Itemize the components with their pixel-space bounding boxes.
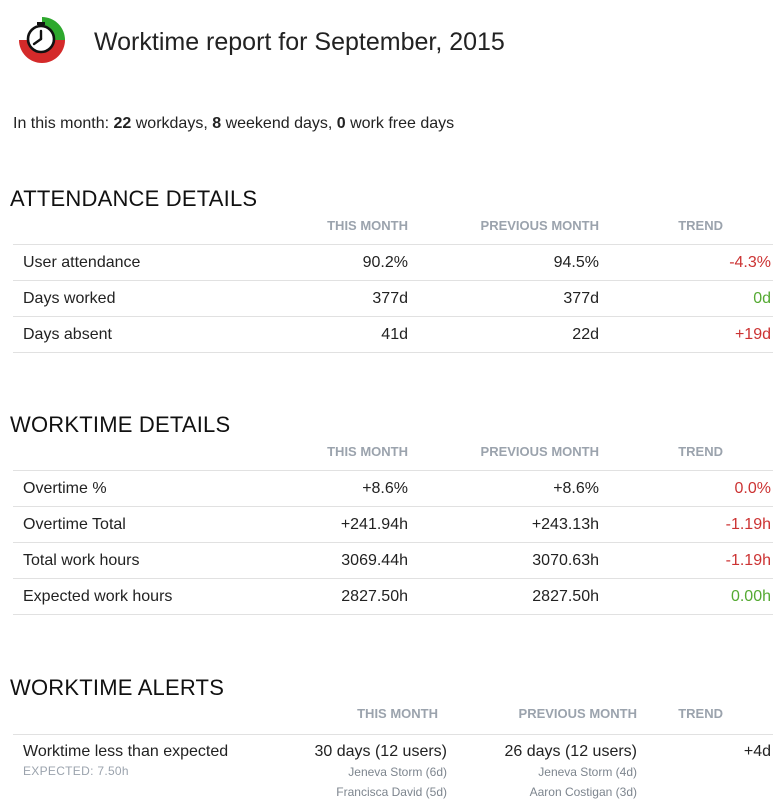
this-month-value: 41d [273,317,435,353]
trend-value: 0.0% [637,471,773,507]
trend-value: -1.19h [637,507,773,543]
workdays-count: 22 [114,115,132,132]
weekend-label: weekend days, [221,115,337,132]
col-trend: TREND [637,444,773,471]
row-label: User attendance [13,245,273,281]
table-row: Overtime %+8.6%+8.6%0.0% [13,471,773,507]
trend-value: +4d [637,735,773,761]
alert-expected: EXPECTED: 7.50h [13,764,283,778]
previous-month-value: 22d [435,317,637,353]
workdays-label: workdays, [131,115,212,132]
trend-value: -1.19h [637,543,773,579]
user-entry: Jeneva Storm (4d) [467,765,637,779]
previous-month-value: +243.13h [435,507,637,543]
row-label: Overtime Total [13,507,273,543]
clock-logo-icon [16,14,68,66]
month-summary: In this month: 22 workdays, 8 weekend da… [13,115,454,133]
col-trend: TREND [637,706,773,735]
alerts-section-title: WORKTIME ALERTS [10,675,224,701]
worktime-table: THIS MONTH PREVIOUS MONTH TREND Overtime… [13,444,773,615]
previous-month-value: 3070.63h [435,543,637,579]
col-trend: TREND [637,218,773,245]
trend-value: -4.3% [637,245,773,281]
user-entry: Jeneva Storm (6d) [283,765,447,779]
page-title: Worktime report for September, 2015 [94,28,505,57]
previous-month-value: 377d [435,281,637,317]
col-previous-month: PREVIOUS MONTH [435,444,637,471]
col-this-month: THIS MONTH [283,706,467,735]
attendance-table: THIS MONTH PREVIOUS MONTH TREND User att… [13,218,773,353]
row-label: Total work hours [13,543,273,579]
weekend-count: 8 [212,115,221,132]
worktime-section-title: WORKTIME DETAILS [10,412,230,438]
previous-month-value: +8.6% [435,471,637,507]
summary-prefix: In this month: [13,115,114,132]
trend-value: 0.00h [637,579,773,615]
this-month-value: 377d [273,281,435,317]
this-month-value: 30 days (12 users) [283,735,447,761]
this-month-value: 2827.50h [273,579,435,615]
previous-month-value: 2827.50h [435,579,637,615]
this-month-value: +241.94h [273,507,435,543]
user-entry: Francisca David (5d) [283,785,447,799]
free-days-label: work free days [346,115,454,132]
this-month-value: +8.6% [273,471,435,507]
this-month-value: 3069.44h [273,543,435,579]
table-row: Overtime Total+241.94h+243.13h-1.19h [13,507,773,543]
this-month-value: 90.2% [273,245,435,281]
alert-row: Worktime less than expected EXPECTED: 7.5… [13,735,773,799]
previous-month-value: 26 days (12 users) [467,735,637,761]
row-label: Days worked [13,281,273,317]
row-label: Overtime % [13,471,273,507]
attendance-section-title: ATTENDANCE DETAILS [10,186,257,212]
trend-value: +19d [637,317,773,353]
alerts-table: THIS MONTH PREVIOUS MONTH TREND Worktime… [13,706,773,799]
col-previous-month: PREVIOUS MONTH [467,706,637,735]
trend-value: 0d [637,281,773,317]
row-label: Days absent [13,317,273,353]
previous-month-value: 94.5% [435,245,637,281]
free-days-count: 0 [337,115,346,132]
row-label: Expected work hours [13,579,273,615]
user-entry: Aaron Costigan (3d) [467,785,637,799]
alert-label: Worktime less than expected [13,735,283,761]
col-previous-month: PREVIOUS MONTH [435,218,637,245]
col-this-month: THIS MONTH [273,218,435,245]
col-this-month: THIS MONTH [273,444,435,471]
